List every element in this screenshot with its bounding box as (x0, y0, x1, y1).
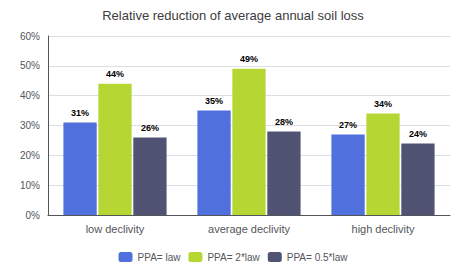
svg-text:34%: 34% (374, 99, 392, 109)
svg-text:49%: 49% (240, 54, 258, 64)
svg-text:50%: 50% (20, 60, 40, 71)
svg-text:0%: 0% (26, 210, 41, 221)
svg-text:44%: 44% (106, 69, 124, 79)
svg-text:Relative reduction of average: Relative reduction of average annual soi… (102, 8, 364, 23)
svg-text:31%: 31% (71, 108, 89, 118)
svg-text:PPA= law: PPA= law (138, 252, 182, 263)
svg-text:28%: 28% (275, 117, 293, 127)
svg-text:high declivity: high declivity (352, 223, 415, 235)
svg-text:10%: 10% (20, 180, 40, 191)
svg-text:20%: 20% (20, 150, 40, 161)
svg-text:PPA= 2*law: PPA= 2*law (207, 252, 260, 263)
svg-text:35%: 35% (205, 96, 223, 106)
svg-text:60%: 60% (20, 31, 40, 42)
svg-text:30%: 30% (20, 120, 40, 131)
svg-text:26%: 26% (141, 123, 159, 133)
svg-text:low declivity: low declivity (86, 223, 145, 235)
svg-text:24%: 24% (409, 129, 427, 139)
svg-text:PPA= 0.5*law: PPA= 0.5*law (287, 252, 348, 263)
svg-text:average declivity: average declivity (208, 223, 290, 235)
svg-text:27%: 27% (339, 120, 357, 130)
svg-text:40%: 40% (20, 90, 40, 101)
